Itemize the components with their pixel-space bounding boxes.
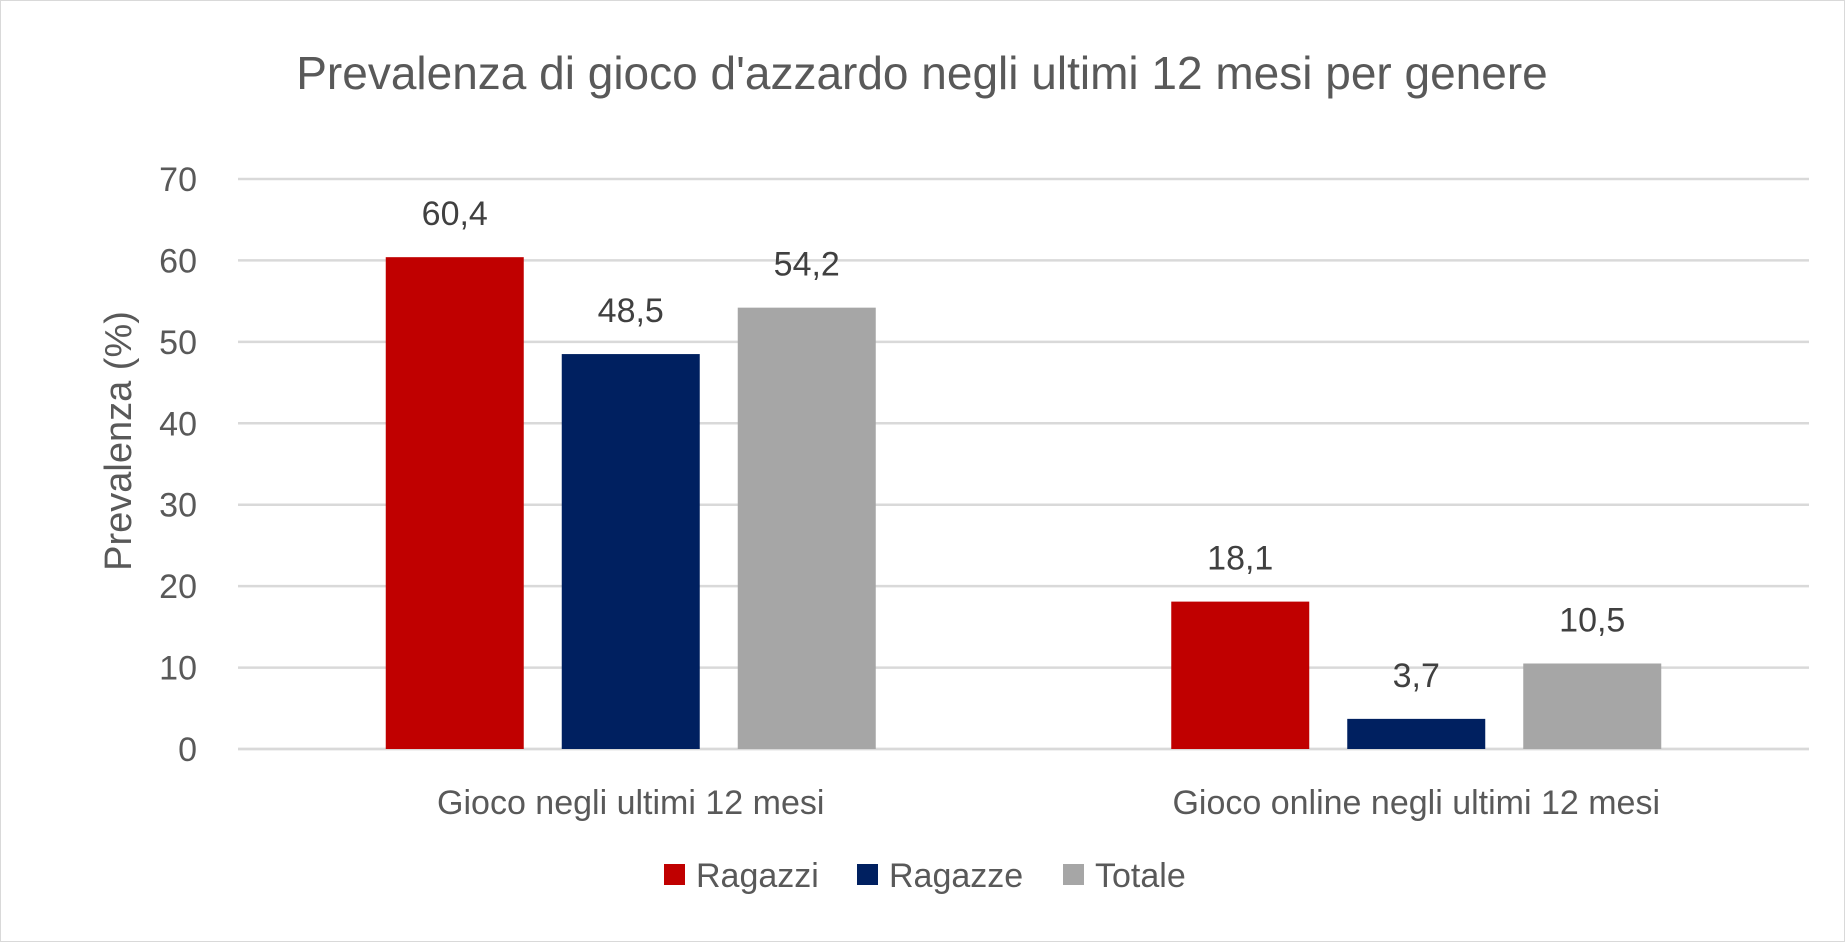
x-axis-categories: Gioco negli ultimi 12 mesi Gioco online n…	[437, 784, 1660, 822]
bar-totale-2	[1523, 663, 1662, 749]
legend: Ragazzi Ragazze Totale	[664, 857, 1186, 895]
y-axis-title: Prevalenza (%)	[98, 311, 140, 571]
data-label: 54,2	[774, 246, 840, 284]
data-label: 3,7	[1393, 657, 1440, 695]
legend-label-ragazzi: Ragazzi	[696, 857, 819, 895]
legend-swatch-ragazzi	[664, 864, 685, 885]
data-labels: 60,4 48,5 54,2 18,1 3,7 10,5	[422, 195, 1626, 695]
y-tick-label: 30	[159, 487, 197, 525]
y-tick-label: 0	[178, 731, 197, 769]
bar-ragazze-1	[561, 354, 700, 749]
chart-title: Prevalenza di gioco d'azzardo negli ulti…	[296, 47, 1547, 99]
legend-swatch-totale	[1063, 864, 1084, 885]
bars	[385, 257, 1662, 749]
y-tick-label: 40	[159, 405, 197, 443]
y-tick-label: 70	[159, 161, 197, 199]
data-label: 60,4	[422, 195, 488, 233]
bar-ragazzi-1	[385, 257, 524, 749]
y-tick-label: 50	[159, 324, 197, 362]
y-tick-label: 60	[159, 242, 197, 280]
x-category-label: Gioco negli ultimi 12 mesi	[437, 784, 824, 822]
y-tick-label: 10	[159, 650, 197, 688]
data-label: 10,5	[1559, 602, 1625, 640]
data-label: 48,5	[598, 292, 664, 330]
legend-label-ragazze: Ragazze	[889, 857, 1023, 895]
bar-ragazzi-2	[1171, 601, 1310, 749]
bar-ragazze-2	[1347, 718, 1486, 749]
data-label: 18,1	[1207, 540, 1273, 578]
legend-label-totale: Totale	[1095, 857, 1186, 895]
y-tick-label: 20	[159, 568, 197, 606]
bar-totale-1	[737, 307, 876, 749]
y-axis-ticks: 0 10 20 30 40 50 60 70	[159, 161, 197, 769]
x-category-label: Gioco online negli ultimi 12 mesi	[1172, 784, 1660, 822]
legend-swatch-ragazze	[857, 864, 878, 885]
